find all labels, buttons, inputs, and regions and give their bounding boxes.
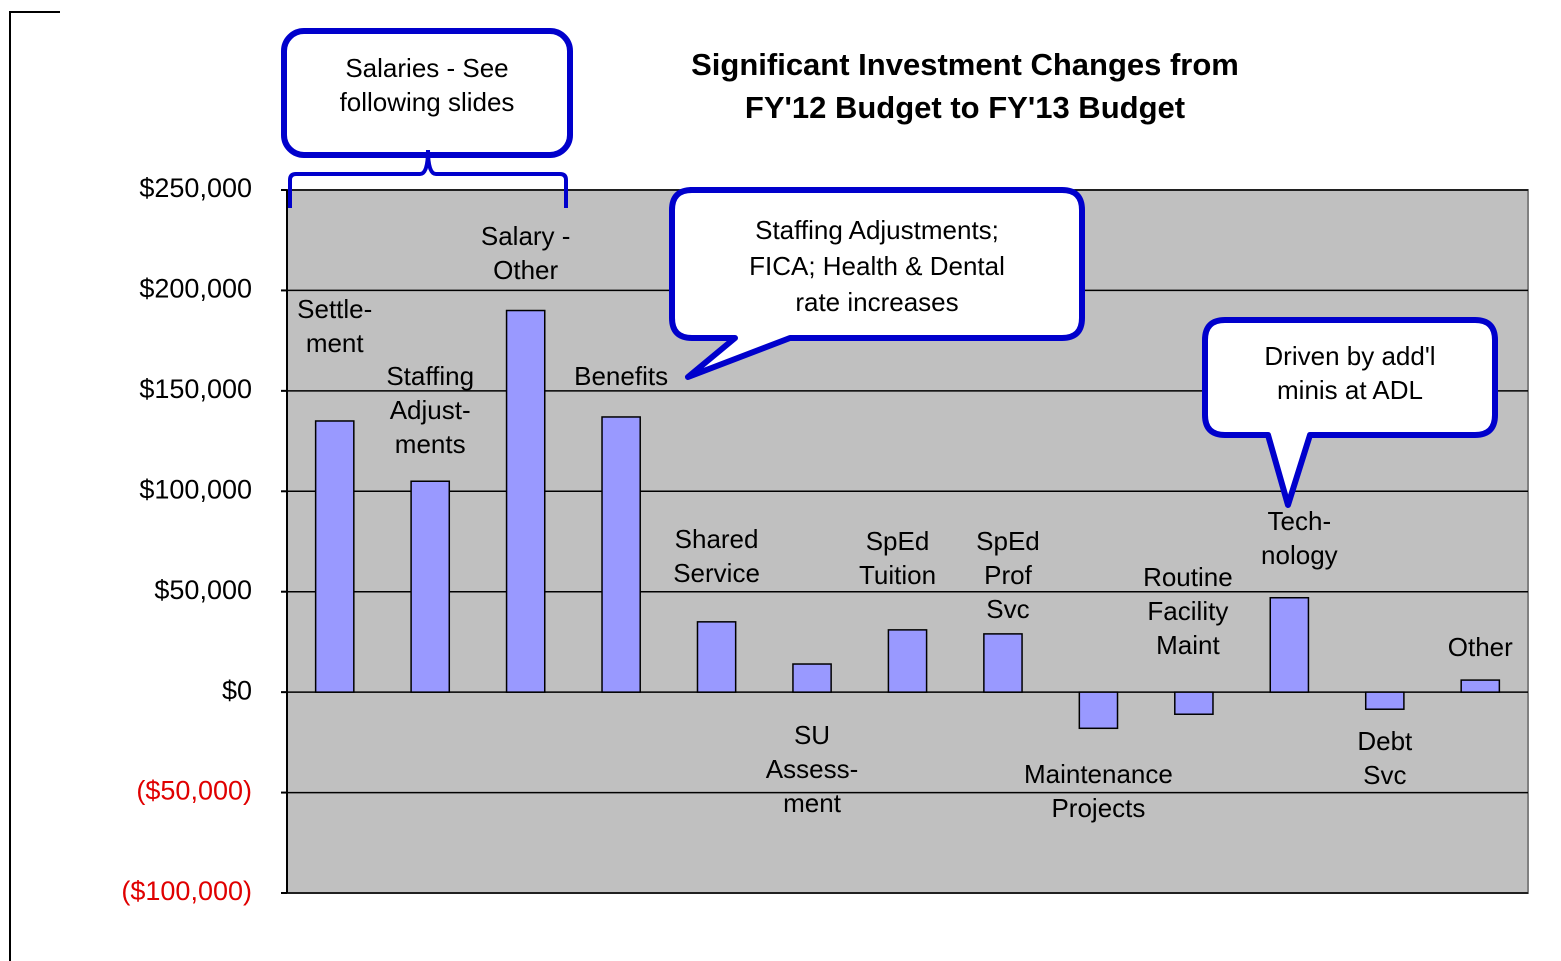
- y-tick-label: $50,000: [154, 575, 252, 605]
- bar: [505, 309, 546, 693]
- category-label: Maintenance Projects: [1024, 759, 1173, 823]
- bar: [314, 420, 355, 693]
- category-label: SpEd Tuition: [859, 526, 936, 590]
- y-tick-label: $150,000: [139, 374, 252, 404]
- category-label: Other: [1448, 632, 1513, 662]
- bar: [1460, 679, 1501, 693]
- callout-box: [1202, 317, 1498, 508]
- bar: [792, 663, 832, 693]
- y-tick-label: $100,000: [139, 474, 252, 504]
- category-label: Settle-ment: [297, 294, 372, 358]
- brace: [288, 149, 568, 208]
- category-label: Salary -Other: [481, 221, 571, 285]
- y-tick-label: $250,000: [139, 173, 252, 203]
- category-label: Shared Service: [673, 524, 760, 588]
- callout-box: [669, 187, 1085, 380]
- y-tick-label: $200,000: [139, 274, 252, 304]
- bar: [983, 633, 1023, 693]
- category-label: Tech-nology: [1261, 506, 1338, 570]
- category-label: Benefits: [574, 361, 668, 391]
- bar: [1269, 596, 1310, 693]
- bar: [410, 480, 451, 693]
- bar: [601, 416, 641, 693]
- category-label: Routine Facility Maint: [1143, 562, 1233, 660]
- y-tick-label: ($50,000): [136, 776, 252, 806]
- y-tick-label: $0: [222, 675, 252, 705]
- annotation: Salaries - See following slides: [340, 53, 515, 117]
- category-label: Staffing Adjust-ments: [386, 361, 474, 459]
- bar: [1364, 691, 1405, 710]
- chart-title: Significant Investment Changes from FY'12…: [691, 47, 1239, 125]
- bar: [696, 621, 737, 693]
- annotation: Staffing Adjustments; FICA; Health & Dent…: [749, 215, 1005, 317]
- category-label: Debt Svc: [1357, 726, 1413, 790]
- bar: [887, 629, 928, 693]
- bar: [1078, 691, 1119, 730]
- category-label: SU Assess-ment: [766, 720, 858, 818]
- category-label: SpEd Prof Svc: [976, 526, 1040, 624]
- bar: [1174, 691, 1214, 715]
- slide-frame: [9, 11, 60, 961]
- annotation: Driven by add'l minis at ADL: [1264, 341, 1435, 405]
- y-tick-label: ($100,000): [121, 876, 252, 906]
